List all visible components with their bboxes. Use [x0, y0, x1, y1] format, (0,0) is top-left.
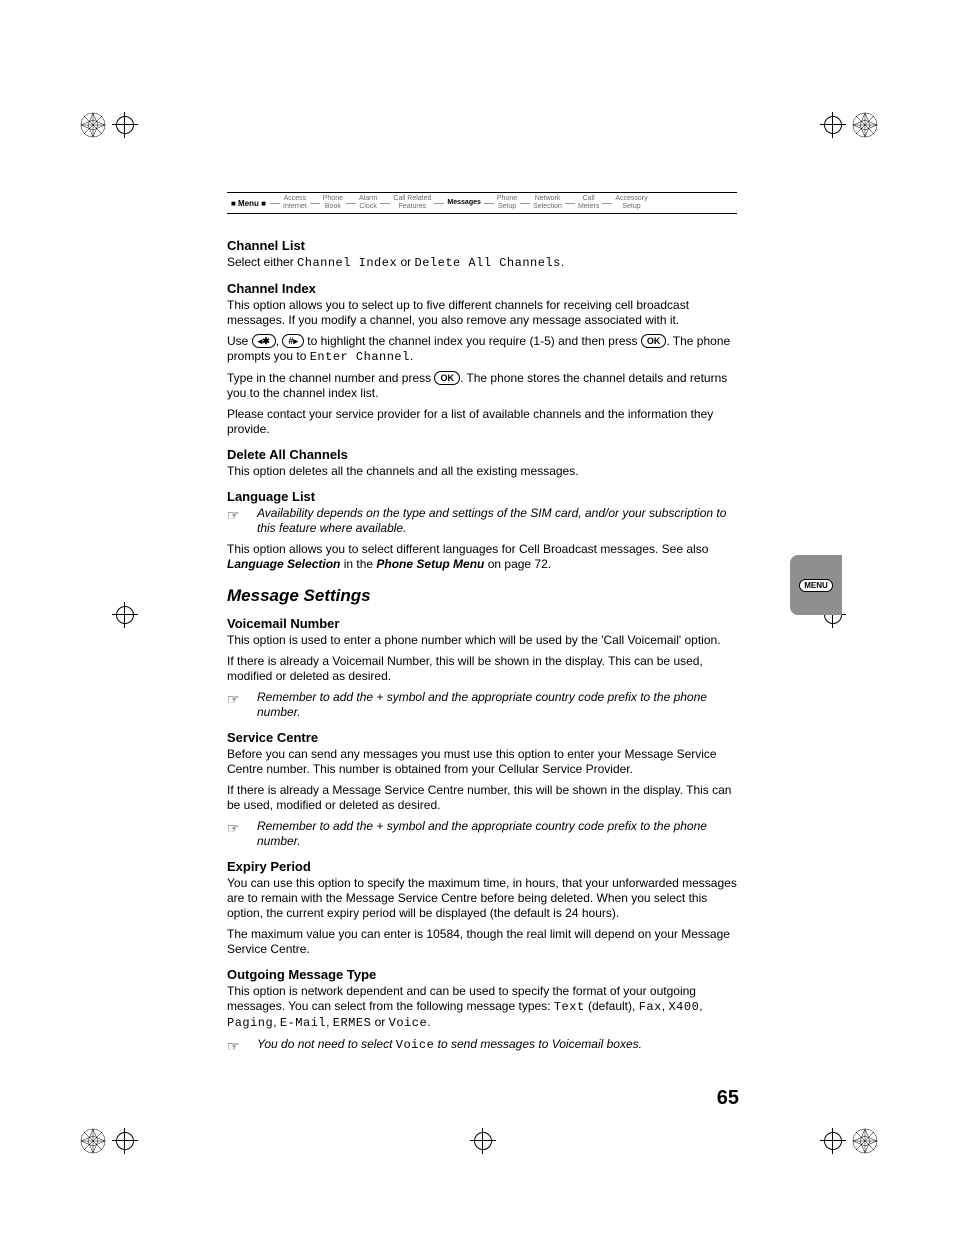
- heading-channel-index: Channel Index: [227, 281, 737, 296]
- menu-item: AccessInternet: [280, 195, 310, 211]
- note: ☞ You do not need to select Voice to sen…: [227, 1037, 737, 1055]
- reg-mark-icon: [80, 1128, 106, 1154]
- crosshair-icon: [820, 1128, 846, 1154]
- text: This option is used to enter a phone num…: [227, 633, 737, 648]
- heading-outgoing: Outgoing Message Type: [227, 967, 737, 982]
- text: Type in the channel number and press OK.…: [227, 371, 737, 401]
- text: Use ◂✱, #▸ to highlight the channel inde…: [227, 334, 737, 365]
- menu-item: CallMeters: [575, 195, 602, 211]
- heading-delete-all: Delete All Channels: [227, 447, 737, 462]
- crosshair-icon: [112, 1128, 138, 1154]
- menu-item: AccessorySetup: [612, 195, 650, 211]
- menu-item: PhoneBook: [320, 195, 346, 211]
- side-tab-label: MENU: [799, 579, 833, 592]
- note-icon: ☞: [227, 506, 257, 536]
- reg-mark-icon: [852, 112, 878, 138]
- key-star: ◂✱: [252, 334, 276, 348]
- note: ☞ Remember to add the + symbol and the a…: [227, 690, 737, 720]
- note: ☞ Availability depends on the type and s…: [227, 506, 737, 536]
- crosshair-icon: [820, 112, 846, 138]
- menu-item: NetworkSelection: [530, 195, 565, 211]
- menu-item: Call RelatedFeatures: [390, 195, 434, 211]
- key-ok: OK: [641, 334, 667, 348]
- menu-item: Messages: [444, 199, 483, 207]
- crosshair-icon: [470, 1128, 496, 1154]
- text: This option is network dependent and can…: [227, 984, 737, 1031]
- key-hash: #▸: [282, 334, 304, 348]
- text: This option deletes all the channels and…: [227, 464, 737, 479]
- crosshair-icon: [112, 112, 138, 138]
- heading-service-centre: Service Centre: [227, 730, 737, 745]
- heading-channel-list: Channel List: [227, 238, 737, 253]
- reg-mark-icon: [80, 112, 106, 138]
- heading-expiry: Expiry Period: [227, 859, 737, 874]
- heading-message-settings: Message Settings: [227, 586, 737, 606]
- text: If there is already a Voicemail Number, …: [227, 654, 737, 684]
- text: This option allows you to select differe…: [227, 542, 737, 572]
- menu-item: PhoneSetup: [494, 195, 520, 211]
- menu-strip: ■ Menu ■ AccessInternet PhoneBook AlarmCloc…: [227, 192, 737, 214]
- text: Select either Channel Index or Delete Al…: [227, 255, 737, 271]
- side-tab: MENU: [790, 555, 842, 615]
- text: Please contact your service provider for…: [227, 407, 737, 437]
- note-icon: ☞: [227, 1037, 257, 1055]
- menu-label: ■ Menu ■: [227, 199, 270, 208]
- text: If there is already a Message Service Ce…: [227, 783, 737, 813]
- text: This option allows you to select up to f…: [227, 298, 737, 328]
- heading-language-list: Language List: [227, 489, 737, 504]
- note-icon: ☞: [227, 690, 257, 720]
- heading-voicemail: Voicemail Number: [227, 616, 737, 631]
- note: ☞ Remember to add the + symbol and the a…: [227, 819, 737, 849]
- menu-item: AlarmClock: [356, 195, 380, 211]
- key-ok: OK: [434, 371, 460, 385]
- text: The maximum value you can enter is 10584…: [227, 927, 737, 957]
- reg-mark-icon: [852, 1128, 878, 1154]
- crosshair-icon: [112, 602, 138, 628]
- text: Before you can send any messages you mus…: [227, 747, 737, 777]
- text: You can use this option to specify the m…: [227, 876, 737, 921]
- page-number: 65: [717, 1087, 739, 1110]
- note-icon: ☞: [227, 819, 257, 849]
